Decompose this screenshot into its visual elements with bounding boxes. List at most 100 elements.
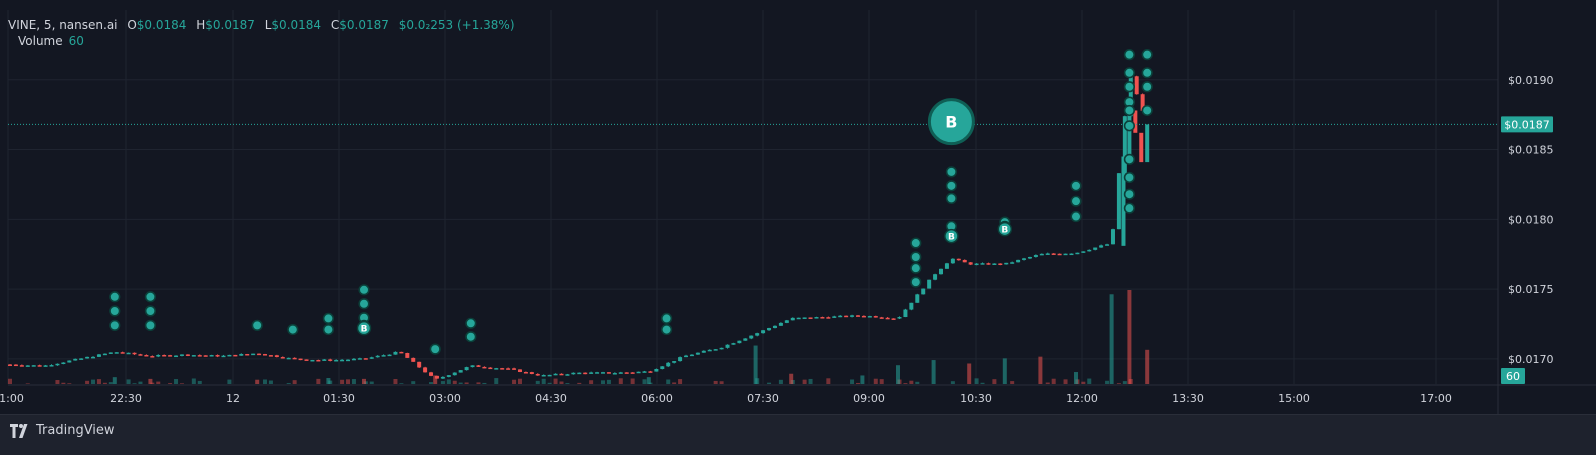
candle-body: [43, 365, 48, 367]
candle-body: [921, 288, 926, 295]
trade-marker-dot[interactable]: [1070, 210, 1082, 223]
open-value: $0.0184: [136, 18, 187, 32]
volume-bar: [850, 379, 855, 384]
trade-marker-dot[interactable]: [322, 323, 335, 336]
x-tick-label: 09:00: [853, 392, 885, 405]
trade-marker-dot[interactable]: [910, 251, 922, 263]
volume-bar: [909, 380, 914, 384]
trade-markers[interactable]: B B B B: [109, 49, 1153, 355]
volume-bar: [1081, 381, 1086, 384]
trade-marker-dot[interactable]: [144, 291, 156, 303]
trade-marker-dot[interactable]: [1141, 67, 1153, 79]
volume-bar: [535, 380, 540, 384]
trade-marker-dot[interactable]: [465, 331, 477, 343]
trade-marker-dot[interactable]: [910, 262, 922, 274]
trade-marker-dot[interactable]: [144, 305, 156, 317]
trade-marker-dot[interactable]: [109, 305, 121, 317]
volume-bar: [1127, 290, 1132, 384]
candle-body: [91, 356, 96, 359]
trade-marker-dot[interactable]: [1123, 120, 1135, 132]
trade-marker-dot[interactable]: [109, 319, 121, 331]
trade-marker-dot[interactable]: [1141, 81, 1153, 93]
candle-body: [731, 343, 736, 345]
high-value: $0.0187: [205, 18, 255, 32]
candle-body: [577, 372, 582, 375]
buy-marker[interactable]: [356, 320, 372, 336]
trade-marker-dot[interactable]: [251, 319, 263, 331]
candlestick-chart[interactable]: B B B B $0.0170 $0.0175 $0.0180 $0.0185 $0.0190…: [0, 0, 1596, 414]
trade-marker-dot[interactable]: [1123, 188, 1135, 200]
trade-marker-dot[interactable]: [1123, 67, 1135, 79]
candle-body: [239, 353, 244, 356]
candle-body: [642, 371, 647, 373]
x-tick-label: 22:30: [110, 392, 142, 405]
trade-marker-dot[interactable]: [1123, 49, 1135, 61]
trade-marker-dot[interactable]: [910, 276, 922, 288]
trade-marker-dot[interactable]: [465, 317, 477, 329]
trade-marker-dot[interactable]: [358, 284, 370, 296]
volume-bar: [393, 379, 398, 384]
trade-marker-dot[interactable]: [660, 312, 673, 325]
trade-marker-dot[interactable]: [287, 323, 299, 336]
trade-marker-dot[interactable]: [1141, 49, 1153, 61]
trade-marker-dot[interactable]: [1123, 202, 1135, 214]
volume-bar: [1145, 349, 1150, 384]
trade-marker-dot[interactable]: [945, 180, 958, 192]
trade-marker-dot[interactable]: [1123, 81, 1135, 93]
volume-legend-value: 60: [68, 34, 84, 48]
candle-body: [1110, 229, 1115, 245]
volume-bar: [55, 380, 60, 384]
trade-marker-dot[interactable]: [910, 237, 922, 249]
volume-bar: [197, 380, 202, 384]
candle-body: [1081, 251, 1086, 253]
volume-bar: [826, 378, 831, 384]
volume-bar: [255, 379, 260, 384]
volume-bar: [464, 382, 469, 384]
trade-marker-dot[interactable]: [1070, 180, 1082, 192]
volume-bar: [967, 363, 972, 384]
volume-bar: [713, 380, 718, 384]
trade-marker-dot[interactable]: [144, 319, 156, 331]
x-tick-label: 21:00: [0, 392, 24, 405]
candle-body: [553, 373, 558, 376]
candle-body: [55, 363, 60, 366]
trade-marker-dot[interactable]: [322, 312, 335, 325]
trade-marker-dot[interactable]: [429, 343, 441, 355]
candle-body: [440, 376, 445, 379]
volume-bar: [1105, 380, 1110, 384]
trade-marker-dot[interactable]: [1123, 153, 1135, 165]
tradingview-logo[interactable]: TradingView: [10, 423, 115, 438]
trade-marker-dot[interactable]: [1123, 104, 1135, 117]
buy-marker[interactable]: [927, 98, 975, 146]
candle-body: [737, 340, 742, 344]
candle-body: [589, 372, 594, 374]
candle-body: [126, 352, 131, 355]
candle-body: [8, 364, 12, 366]
trade-marker-dot[interactable]: [1070, 195, 1082, 207]
low-key: L: [264, 18, 272, 32]
candle-body: [1121, 156, 1126, 246]
buy-marker[interactable]: [997, 221, 1013, 237]
volume-bar: [915, 381, 920, 384]
candle-body: [500, 368, 505, 370]
candle-body: [678, 357, 683, 362]
symbol-title[interactable]: VINE, 5, nansen.ai: [8, 18, 118, 32]
volume-bars: [8, 290, 1150, 384]
volume-bar: [879, 379, 884, 384]
volume-bar: [1038, 356, 1043, 384]
candle-body: [262, 354, 267, 356]
candle-body: [956, 258, 961, 261]
last-price-badge: $0.0187: [1501, 116, 1553, 133]
trade-marker-dot[interactable]: [1141, 104, 1153, 117]
candles: [8, 75, 1150, 380]
volume-key[interactable]: Volume: [18, 34, 63, 48]
trade-marker-dot[interactable]: [358, 298, 370, 310]
buy-marker[interactable]: [944, 228, 959, 244]
trade-marker-dot[interactable]: [945, 192, 958, 204]
trade-marker-dot[interactable]: [109, 291, 121, 303]
trade-marker-dot[interactable]: [945, 166, 958, 178]
trade-marker-dot[interactable]: [1123, 171, 1135, 184]
x-tick-label: 12:00: [1066, 392, 1098, 405]
trade-marker-dot[interactable]: [660, 323, 673, 336]
